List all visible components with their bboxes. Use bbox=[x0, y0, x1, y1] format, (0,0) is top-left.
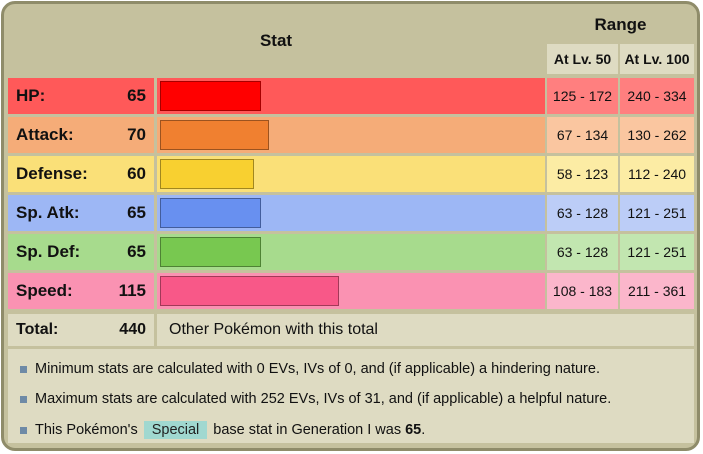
stat-name-cell: Sp. Atk: 65 bbox=[8, 195, 154, 231]
stat-header: Stat bbox=[8, 8, 544, 74]
stat-name: Sp. Def: bbox=[16, 242, 81, 261]
stat-bar-cell bbox=[157, 78, 545, 114]
lv100-header: At Lv. 100 bbox=[620, 44, 694, 74]
bullet-icon bbox=[20, 395, 27, 403]
range-header: Range bbox=[594, 15, 647, 34]
stat-name: Attack: bbox=[16, 125, 74, 144]
bullet-icon bbox=[20, 426, 27, 434]
stat-name-cell: HP: 65 bbox=[8, 78, 154, 114]
note-min: Minimum stats are calculated with 0 EVs,… bbox=[20, 361, 600, 377]
stat-value: 70 bbox=[127, 125, 146, 144]
special-stat-tag[interactable]: Special bbox=[143, 421, 208, 439]
stat-name-cell: Attack: 70 bbox=[8, 117, 154, 153]
stat-value: 65 bbox=[127, 86, 146, 105]
stat-bar bbox=[160, 237, 261, 267]
note-min-text: Minimum stats are calculated with 0 EVs,… bbox=[35, 361, 600, 377]
stat-bar-cell bbox=[157, 234, 545, 270]
note-max: Maximum stats are calculated with 252 EV… bbox=[20, 391, 611, 407]
stat-bar bbox=[160, 198, 261, 228]
stat-bar-cell bbox=[157, 117, 545, 153]
total-value: 440 bbox=[119, 321, 146, 338]
stat-bar bbox=[160, 159, 254, 189]
note-special-suffix: base stat in Generation I was bbox=[213, 422, 402, 438]
stat-value: 65 bbox=[127, 242, 146, 261]
range-lv50: 58 - 123 bbox=[547, 156, 618, 192]
range-lv100: 211 - 361 bbox=[620, 273, 694, 309]
total-cell: Total: 440 bbox=[8, 314, 154, 346]
stat-bar-cell bbox=[157, 195, 545, 231]
stat-value: 115 bbox=[118, 281, 146, 300]
note-max-text: Maximum stats are calculated with 252 EV… bbox=[35, 391, 612, 407]
range-lv50: 125 - 172 bbox=[547, 78, 618, 114]
range-lv50: 63 - 128 bbox=[547, 195, 618, 231]
bullet-icon bbox=[20, 365, 27, 373]
range-lv50: 67 - 134 bbox=[547, 117, 618, 153]
stat-bar bbox=[160, 276, 339, 306]
range-lv100: 121 - 251 bbox=[620, 234, 694, 270]
stat-name: Sp. Atk: bbox=[16, 203, 80, 222]
notes-section: Minimum stats are calculated with 0 EVs,… bbox=[8, 349, 694, 443]
note-special-value: 65 bbox=[405, 422, 422, 438]
stat-name: Defense: bbox=[16, 164, 88, 183]
note-special-prefix: This Pokémon's bbox=[35, 422, 138, 438]
total-label: Total: bbox=[16, 321, 59, 338]
stat-value: 65 bbox=[127, 203, 146, 222]
stat-name-cell: Defense: 60 bbox=[8, 156, 154, 192]
range-lv100: 112 - 240 bbox=[620, 156, 694, 192]
stat-name: Speed: bbox=[16, 281, 73, 300]
stat-value: 60 bbox=[127, 164, 146, 183]
range-lv50: 63 - 128 bbox=[547, 234, 618, 270]
note-special-end: . bbox=[421, 422, 426, 438]
stat-name-cell: Speed: 115 bbox=[8, 273, 154, 309]
total-row: Total: 440 Other Pokémon with this total bbox=[8, 314, 694, 346]
stat-row: HP: 65 125 - 172 240 - 334 bbox=[8, 78, 694, 114]
stat-name: HP: bbox=[16, 86, 46, 105]
stat-row: Speed: 115 108 - 183 211 - 361 bbox=[8, 273, 694, 309]
stat-bar-cell bbox=[157, 273, 545, 309]
range-lv50: 108 - 183 bbox=[547, 273, 618, 309]
range-lv100: 121 - 251 bbox=[620, 195, 694, 231]
stat-name-cell: Sp. Def: 65 bbox=[8, 234, 154, 270]
range-lv100: 130 - 262 bbox=[620, 117, 694, 153]
stat-bar bbox=[160, 120, 269, 150]
other-pokemon-link[interactable]: Other Pokémon with this total bbox=[157, 314, 694, 346]
stat-bar-cell bbox=[157, 156, 545, 192]
stat-bar bbox=[160, 81, 261, 111]
stat-row: Attack: 70 67 - 134 130 - 262 bbox=[8, 117, 694, 153]
note-special: This Pokémon's Special base stat in Gene… bbox=[20, 421, 425, 439]
stat-row: Sp. Def: 65 63 - 128 121 - 251 bbox=[8, 234, 694, 270]
stat-row: Defense: 60 58 - 123 112 - 240 bbox=[8, 156, 694, 192]
stat-row: Sp. Atk: 65 63 - 128 121 - 251 bbox=[8, 195, 694, 231]
lv50-header: At Lv. 50 bbox=[547, 44, 618, 74]
range-lv100: 240 - 334 bbox=[620, 78, 694, 114]
